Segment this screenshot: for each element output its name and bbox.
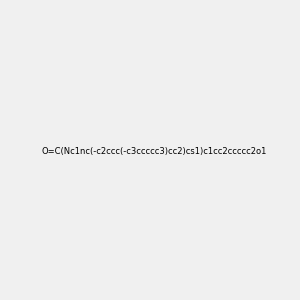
Text: O=C(Nc1nc(-c2ccc(-c3ccccc3)cc2)cs1)c1cc2ccccc2o1: O=C(Nc1nc(-c2ccc(-c3ccccc3)cc2)cs1)c1cc2… [41,147,266,156]
